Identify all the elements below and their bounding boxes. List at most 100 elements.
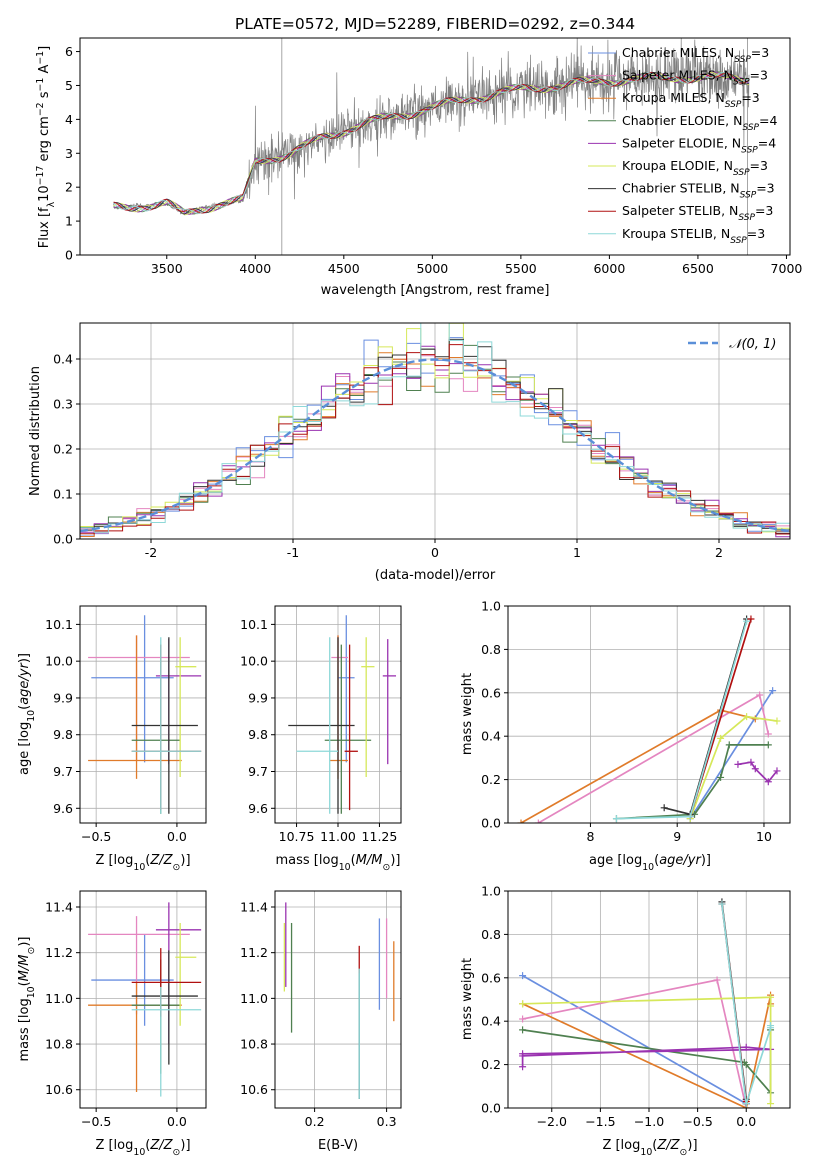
x-tick-label: −1.5	[585, 1114, 615, 1129]
y-axis-label: mass weight	[460, 673, 475, 755]
y-tick-label: 10.8	[45, 1037, 73, 1052]
x-tick-label: -1	[287, 545, 299, 560]
plot-area	[113, 38, 750, 255]
x-tick-label: 3500	[151, 261, 183, 276]
plot-area	[519, 898, 775, 1108]
age-vs-metallicity-panel: −0.5 0.0 9.6 9.7 9.8 9.9 10.0 10.1 Z [log10(Z/Z⊙…	[17, 605, 207, 873]
weight-marker-krou_stelib	[612, 815, 620, 823]
weight-marker-salp_elodie	[742, 1043, 750, 1051]
x-axis-label: wavelength [Angstrom, rest frame]	[321, 283, 550, 298]
mass-vs-reddening-panel: 0.2 0.3 10.6 10.8 11.0 11.2 11.4 E(B-V)	[240, 890, 402, 1153]
y-tick-label: 0.6	[481, 685, 501, 700]
legend-gauss-label: 𝒩(0, 1)	[729, 337, 776, 352]
weight-marker-krou_miles	[517, 819, 525, 823]
weight-line-krou_stelib	[616, 620, 748, 820]
y-tick-label: 9.7	[53, 764, 73, 779]
legend-label-salp_stelib: Salpeter STELIB, NSSP=3	[622, 203, 773, 223]
weight-line-krou_miles	[520, 709, 756, 823]
weight-marker-chab_elodie	[742, 1061, 750, 1069]
y-tick-label: 6	[65, 44, 73, 59]
y-axis-label: mass [log10(M/M⊙)]	[17, 937, 37, 1062]
axes-frame	[274, 890, 402, 1109]
y-tick-label: 10.0	[240, 654, 268, 669]
weight-marker-krou_stelib	[718, 900, 726, 908]
x-tick-label: −0.5	[682, 1114, 712, 1129]
y-tick-label: 0.0	[481, 816, 501, 831]
y-tick-label: 11.0	[45, 991, 73, 1006]
y-tick-label: 0.0	[481, 1101, 501, 1116]
y-tick-label: 3	[65, 146, 73, 161]
x-tick-label: 5500	[505, 261, 537, 276]
weight-marker-salp_elodie	[764, 778, 772, 786]
legend-label-chab_elodie: Chabrier ELODIE, NSSP=4	[622, 113, 777, 133]
y-tick-label: 10.1	[240, 617, 268, 632]
weight-marker-chab_elodie	[764, 741, 772, 749]
legend-label-salp_miles: Salpeter MILES, NSSP=3	[622, 68, 768, 88]
x-tick-label: −1.0	[634, 1114, 664, 1129]
weight-marker-salp_elodie	[734, 760, 742, 768]
x-axis-label: age [log10(age/yr)]	[589, 853, 711, 873]
y-tick-label: 9.6	[53, 801, 73, 816]
y-tick-label: 11.2	[45, 945, 73, 960]
x-tick-label: 10	[756, 829, 772, 844]
x-tick-label: -2	[145, 545, 157, 560]
weight-marker-chab_stelib	[660, 804, 668, 812]
y-tick-label: 10.1	[45, 617, 73, 632]
weight-marker-krou_elodie	[717, 734, 725, 742]
legend-label-krou_stelib: Kroupa STELIB, NSSP=3	[622, 226, 765, 246]
weight-marker-salp_elodie	[747, 758, 755, 766]
y-tick-label: 0	[65, 248, 73, 263]
residuals-panel: -2 -1 0 1 2 0.0 0.1 0.2 0.3 0.4 (data-model)/error…	[28, 322, 791, 583]
y-axis-label: age [log10(age/yr)]	[17, 653, 37, 775]
x-tick-label: 0.0	[167, 829, 187, 844]
weight-marker-salp_elodie	[519, 1050, 527, 1058]
histogram-chab_stelib	[80, 338, 790, 534]
y-tick-label: 5	[65, 78, 73, 93]
x-tick-label: 5000	[416, 261, 448, 276]
y-tick-label: 9.9	[53, 690, 73, 705]
weight-marker-krou_elodie	[767, 993, 775, 1001]
y-tick-label: 4	[65, 112, 73, 127]
weight-marker-chab_miles	[519, 972, 527, 980]
weight-marker-krou_elodie	[743, 713, 751, 721]
x-tick-label: −0.5	[81, 1114, 111, 1129]
y-tick-label: 0.2	[53, 442, 73, 457]
x-axis-label: mass [log10(M/M⊙)]	[276, 853, 401, 873]
weight-marker-salp_miles	[713, 976, 721, 984]
axes-frame	[79, 605, 207, 824]
weight-marker-salp_miles	[519, 1015, 527, 1023]
x-tick-label: 2	[715, 545, 723, 560]
y-tick-label: 0.4	[53, 352, 73, 367]
weight-marker-salp_stelib	[747, 615, 755, 623]
weight-marker-salp_elodie	[751, 765, 759, 773]
weight-marker-krou_elodie	[767, 1100, 775, 1108]
weight-marker-chab_elodie	[717, 773, 725, 781]
y-tick-label: 0.0	[53, 532, 73, 547]
x-tick-label: −0.5	[81, 829, 111, 844]
x-tick-label: 0.3	[377, 1114, 397, 1129]
weight-marker-salp_miles	[534, 819, 542, 823]
weight-line-chab_miles	[689, 690, 774, 820]
x-axis-label: (data-model)/error	[375, 568, 496, 583]
plot-area	[283, 902, 395, 1099]
weight-line-chab_stelib	[663, 618, 748, 816]
y-tick-label: 9.8	[53, 727, 73, 742]
figure-title: PLATE=0572, MJD=52289, FIBERID=0292, z=0…	[235, 15, 635, 33]
x-tick-label: 0.0	[736, 1114, 756, 1129]
x-axis-label: Z [log10(Z/Z⊙)]	[95, 853, 190, 873]
x-tick-label: 7000	[771, 261, 803, 276]
weight-line-chab_miles	[522, 974, 748, 1108]
y-tick-label: 0.1	[53, 487, 73, 502]
mass-weight-vs-age-panel: 8 9 10 0.0 0.2 0.4 0.6 0.8 1.0 age [log10(age/yr)…	[460, 599, 791, 873]
x-axis-label: Z [log10(Z/Z⊙)]	[602, 1138, 697, 1158]
weight-marker-salp_miles	[756, 691, 764, 699]
model-spectrum-chab_elodie	[113, 71, 750, 215]
weight-marker-chab_elodie	[725, 741, 733, 749]
mass-weight-vs-metallicity-panel: −2.0 −1.5 −1.0 −0.5 0.0 0.0 0.2 0.4 0.6 0.8 1.0 Z […	[460, 884, 791, 1158]
axes-frame	[79, 37, 791, 256]
weight-marker-krou_elodie	[519, 1000, 527, 1008]
y-tick-label: 10.8	[240, 1037, 268, 1052]
weight-marker-chab_miles	[769, 687, 777, 695]
gaussian-curve	[80, 358, 790, 533]
